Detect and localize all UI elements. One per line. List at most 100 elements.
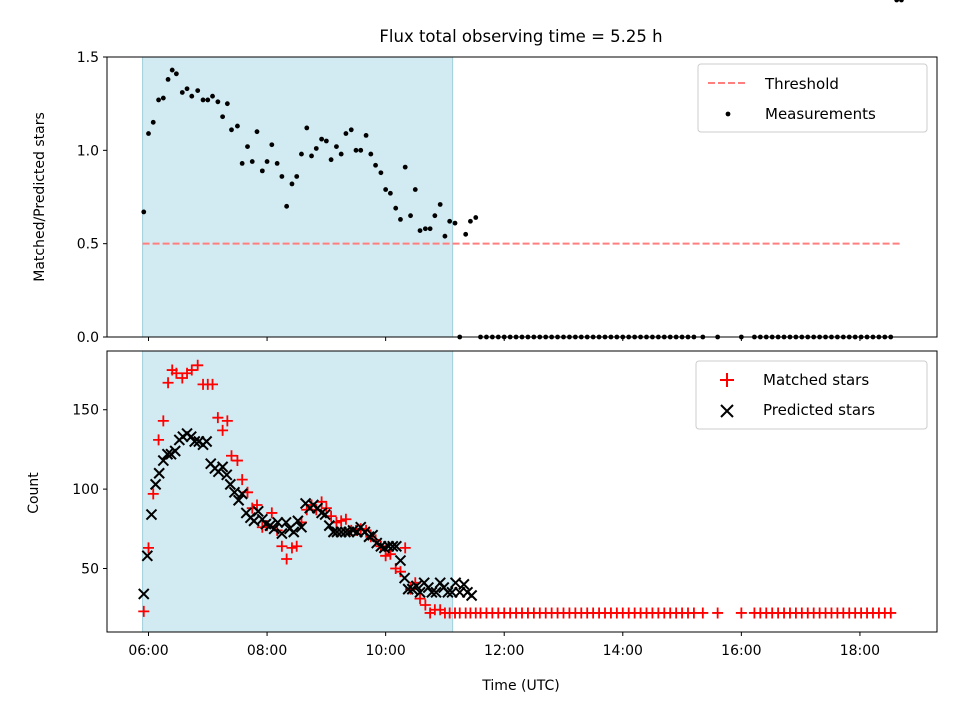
measurement-point — [437, 202, 443, 207]
measurement-point — [402, 164, 408, 170]
measurement-point — [179, 90, 185, 95]
measurement-point — [195, 88, 201, 93]
measurement-point — [387, 190, 393, 196]
matched-star-point — [251, 499, 263, 511]
y-tick-label: 50 — [81, 561, 99, 577]
predicted-star-point — [141, 550, 154, 562]
matched-star-point — [885, 607, 897, 619]
matched-star-point — [207, 378, 219, 390]
y-tick-label: 1.0 — [77, 143, 99, 159]
matched-star-point — [384, 548, 396, 560]
matched-star-point — [399, 542, 411, 554]
measurement-point — [220, 114, 226, 120]
legend-measurements-label: Measurements — [765, 105, 876, 123]
predicted-star-point — [288, 526, 300, 538]
predicted-star-points — [138, 427, 478, 602]
matched-star-point — [380, 550, 392, 562]
predicted-star-point — [430, 586, 442, 599]
count-y-axis-label: Count — [26, 472, 42, 514]
measurement-point — [378, 170, 384, 176]
predicted-star-point — [149, 478, 162, 491]
ratio-panel: 0.0 0.5 1.0 1.5 Matched/Predicted stars Thr… — [32, 0, 938, 346]
matched-star-point — [138, 605, 150, 617]
x-tick-label: 14:00 — [603, 643, 643, 659]
predicted-star-point — [295, 521, 308, 533]
matched-star-point — [217, 424, 229, 436]
predicted-star-point — [292, 515, 304, 527]
measurement-point — [274, 161, 280, 166]
predicted-star-point — [272, 516, 284, 529]
predicted-star-point — [402, 583, 414, 595]
measurement-point — [205, 97, 211, 103]
measurement-point — [899, 0, 904, 3]
measurement-point — [184, 86, 190, 92]
legend-measurements-swatch — [725, 111, 731, 117]
count-x-axis-label: Time (UTC) — [481, 678, 559, 694]
measurement-point — [422, 226, 428, 232]
predicted-star-point — [398, 572, 411, 584]
matched-star-point — [153, 434, 165, 446]
measurement-point — [313, 146, 319, 151]
predicted-star-point — [426, 586, 438, 599]
predicted-star-point — [410, 580, 423, 592]
matched-star-point — [414, 593, 426, 605]
observing-window-shade — [142, 350, 454, 633]
x-tick-label: 06:00 — [128, 643, 168, 659]
predicted-star-point — [236, 488, 248, 500]
matched-star-point — [221, 415, 233, 427]
measurement-point — [417, 228, 423, 234]
predicted-star-point — [161, 448, 174, 460]
measurement-point — [165, 77, 171, 82]
measurement-point — [173, 71, 179, 77]
measurement-point — [393, 205, 399, 211]
legend-predicted-label: Predicted stars — [763, 401, 875, 419]
predicted-star-point — [145, 508, 158, 521]
matched-star-point — [176, 372, 188, 384]
count-panel: 50 100 150 06:00 08:00 10:00 12:00 14:00 16:00 1… — [26, 350, 938, 694]
predicted-star-point — [414, 586, 426, 599]
measurement-point — [200, 97, 206, 103]
measurement-point — [358, 147, 364, 153]
legend-matched-swatch — [720, 373, 734, 387]
matched-star-point — [186, 364, 198, 376]
measurement-point — [343, 131, 349, 136]
observing-window-shade — [142, 56, 454, 338]
y-tick-label: 150 — [72, 403, 99, 419]
predicted-star-point — [280, 516, 292, 529]
measurement-point — [269, 142, 275, 148]
predicted-star-point — [268, 523, 280, 535]
matched-star-point — [340, 513, 352, 525]
x-tick-label: 16:00 — [721, 643, 761, 659]
count-legend: Matched stars Predicted stars — [695, 360, 928, 430]
measurement-point — [447, 218, 453, 224]
measurement-point — [432, 213, 438, 219]
x-tick-label: 12:00 — [484, 643, 524, 659]
measurement-point — [254, 129, 260, 135]
matched-star-point — [266, 507, 278, 519]
predicted-star-point — [276, 527, 288, 540]
measurement-point — [215, 99, 221, 105]
ratio-x-ticks — [148, 337, 861, 341]
predicted-star-point — [138, 588, 150, 600]
matched-star-point — [697, 607, 709, 619]
predicted-star-point — [169, 445, 181, 457]
matched-star-point — [157, 415, 169, 427]
matched-star-point — [192, 359, 204, 371]
predicted-star-point — [200, 435, 213, 448]
measurement-point — [189, 93, 195, 99]
measurement-point — [299, 151, 304, 157]
measurement-point — [264, 159, 270, 164]
predicted-star-point — [465, 589, 478, 602]
measurement-point — [309, 153, 314, 159]
measurement-point — [259, 168, 265, 174]
ratio-legend: Threshold Measurements — [697, 63, 928, 133]
measurement-point — [224, 101, 230, 107]
measurement-point — [383, 187, 389, 192]
measurement-point — [141, 209, 147, 215]
measurement-point — [468, 218, 473, 224]
figure-title: Flux total observing time = 5.25 h — [379, 27, 662, 46]
predicted-star-point — [252, 505, 264, 518]
measurement-point — [235, 123, 240, 129]
matched-star-point — [170, 367, 182, 379]
